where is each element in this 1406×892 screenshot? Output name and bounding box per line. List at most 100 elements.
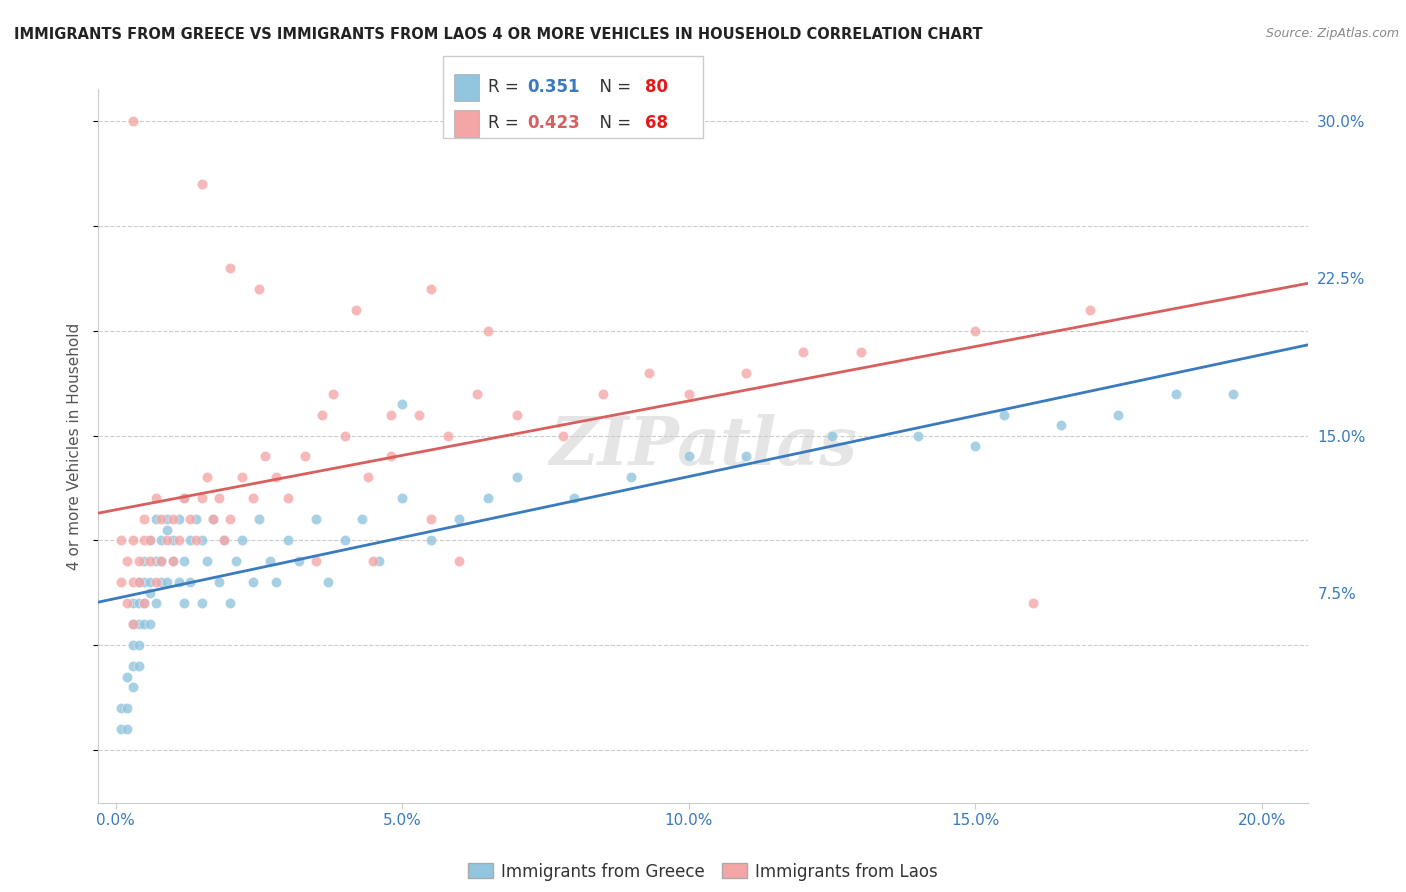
Point (190, 533, 212, 548)
Point (333, 533, 356, 548)
Point (110, 575, 132, 590)
Point (134, 596, 156, 610)
Point (179, 512, 201, 526)
Point (477, 491, 499, 506)
Point (305, 512, 328, 526)
Point (242, 491, 264, 506)
Point (264, 575, 287, 590)
Point (231, 470, 253, 484)
Point (115, 596, 138, 610)
Point (678, 386, 700, 401)
Point (128, 639, 150, 653)
Point (121, 113, 143, 128)
Point (419, 533, 441, 548)
Point (139, 533, 162, 548)
Point (735, 366, 758, 380)
Text: Source: ZipAtlas.com: Source: ZipAtlas.com (1265, 27, 1399, 40)
Point (134, 512, 156, 526)
Point (121, 659, 143, 673)
Point (449, 554, 471, 568)
Text: 80: 80 (645, 78, 668, 96)
Point (173, 491, 195, 506)
Point (139, 586, 162, 600)
Point (110, 533, 132, 548)
Point (247, 512, 270, 526)
Point (162, 533, 184, 548)
Point (202, 512, 225, 526)
Point (792, 344, 814, 359)
Point (357, 470, 380, 484)
Point (121, 533, 143, 548)
Point (993, 408, 1015, 422)
Point (173, 491, 195, 506)
Point (150, 554, 173, 568)
Point (162, 512, 184, 526)
Point (156, 512, 179, 526)
Point (115, 670, 138, 684)
Point (506, 408, 529, 422)
Point (637, 366, 659, 380)
Point (363, 554, 385, 568)
Point (264, 470, 287, 484)
Point (145, 596, 167, 610)
Point (128, 596, 150, 610)
Point (134, 554, 156, 568)
Point (219, 596, 242, 610)
Point (214, 533, 236, 548)
Point (121, 617, 143, 632)
Point (368, 554, 391, 568)
Text: ZIPatlas: ZIPatlas (550, 414, 856, 478)
Point (167, 512, 190, 526)
Point (156, 533, 179, 548)
Point (277, 491, 299, 506)
Point (1050, 417, 1073, 432)
Point (735, 450, 758, 464)
Point (965, 439, 987, 453)
Text: 0.423: 0.423 (527, 114, 581, 133)
Point (380, 450, 402, 464)
Point (620, 470, 643, 484)
Point (391, 397, 413, 411)
Point (145, 575, 167, 590)
Point (150, 575, 173, 590)
Point (121, 681, 143, 695)
Point (294, 450, 316, 464)
Point (115, 723, 138, 737)
Point (202, 512, 225, 526)
Point (134, 596, 156, 610)
Point (219, 512, 242, 526)
Point (184, 533, 207, 548)
Point (208, 575, 231, 590)
Point (128, 575, 150, 590)
Point (562, 491, 585, 506)
Point (134, 617, 156, 632)
Point (242, 575, 264, 590)
Point (225, 554, 247, 568)
Point (150, 533, 173, 548)
Point (1021, 596, 1043, 610)
Point (115, 554, 138, 568)
Point (173, 554, 195, 568)
Point (551, 428, 574, 442)
Point (128, 617, 150, 632)
Point (465, 386, 488, 401)
Point (288, 554, 311, 568)
Point (391, 491, 413, 506)
Point (678, 450, 700, 464)
Text: IMMIGRANTS FROM GREECE VS IMMIGRANTS FROM LAOS 4 OR MORE VEHICLES IN HOUSEHOLD C: IMMIGRANTS FROM GREECE VS IMMIGRANTS FRO… (14, 27, 983, 42)
Point (506, 470, 529, 484)
Point (139, 617, 162, 632)
Point (247, 282, 270, 296)
Point (592, 386, 614, 401)
Point (1222, 386, 1244, 401)
Point (305, 554, 328, 568)
Point (128, 554, 150, 568)
Point (121, 617, 143, 632)
Point (179, 533, 201, 548)
Point (110, 701, 132, 715)
Point (156, 575, 179, 590)
Point (110, 723, 132, 737)
Point (322, 386, 344, 401)
Point (277, 533, 299, 548)
Point (179, 575, 201, 590)
